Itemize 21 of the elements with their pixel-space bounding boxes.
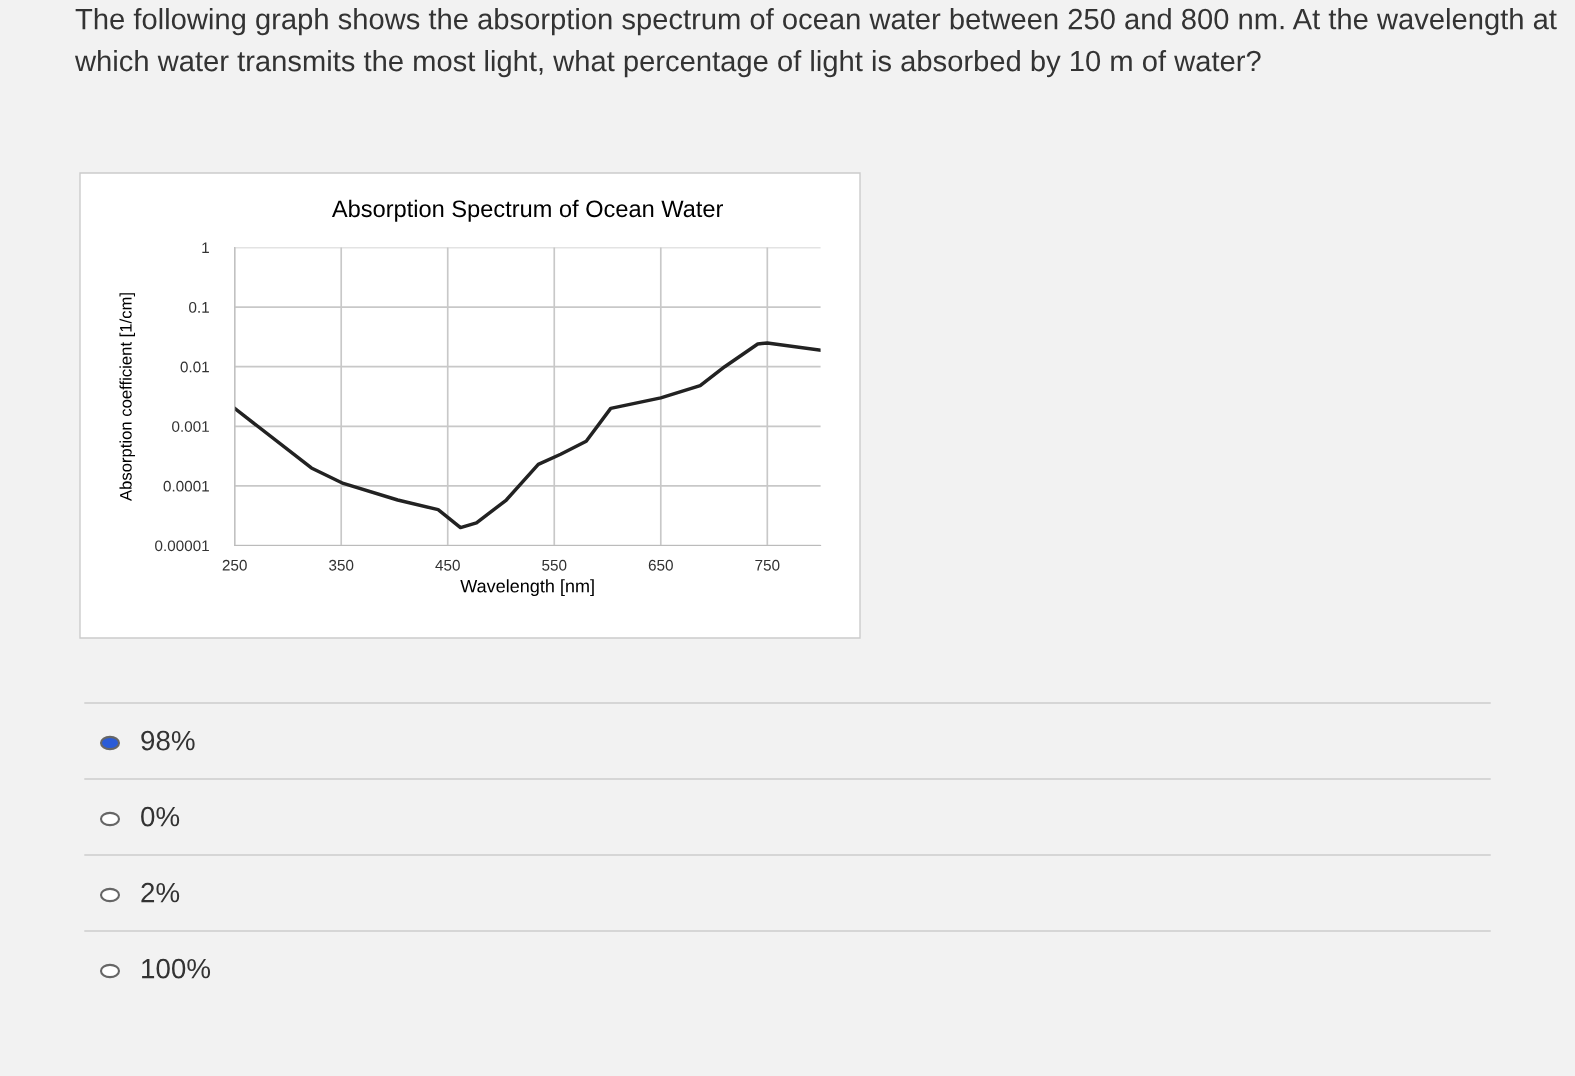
y-tick-label: 0.0001 <box>163 480 209 492</box>
y-tick-label: 1 <box>202 242 209 254</box>
text: 100% <box>142 958 211 979</box>
text: 98% <box>141 730 195 751</box>
x-axis-title: Wavelength [nm] <box>460 579 594 597</box>
y-tick-label: 0.1 <box>189 301 209 313</box>
x-tick-label: 650 <box>648 559 673 571</box>
x-tick-label: 450 <box>435 559 460 571</box>
x-tick-label: 250 <box>222 559 247 571</box>
line-series <box>234 341 821 530</box>
y-tick-label: 0.01 <box>180 361 209 373</box>
text: The following graph shows the absorption spectrum of ocean water between 250 and 800 nm. At the wavelength at which water transmits the most light, what percentage of light is absorbed by 10 m of water? <box>74 8 1557 78</box>
text: 2% <box>141 882 180 903</box>
x-tick-label: 550 <box>542 559 567 571</box>
x-tick-label: 750 <box>755 559 780 571</box>
y-tick-label: 0.00001 <box>155 540 209 552</box>
y-axis-title: Absorption coefficient [1/cm] <box>119 293 136 501</box>
text: 0% <box>141 806 180 827</box>
y-tick-label: 0.001 <box>172 421 209 432</box>
chart-title: Absorption Spectrum of Ocean Water <box>331 199 723 222</box>
x-tick-label: 350 <box>329 559 354 571</box>
